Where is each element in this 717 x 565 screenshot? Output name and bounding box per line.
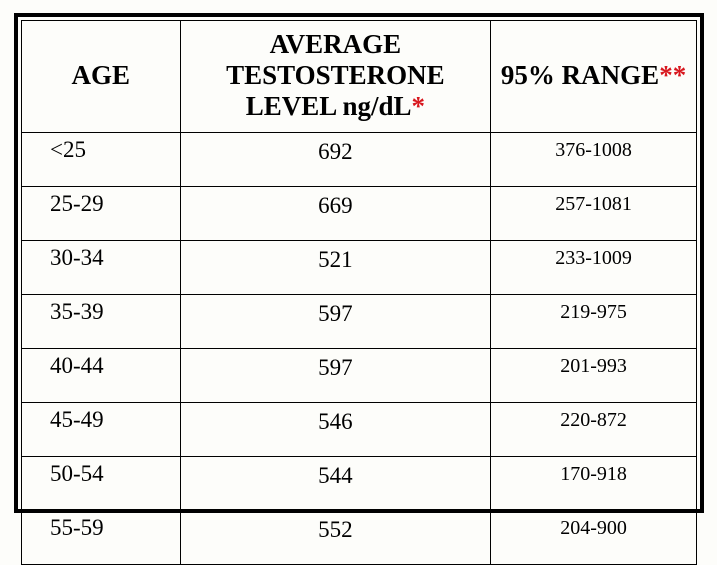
table-header-row: AGE AVERAGE TESTOSTERONE LEVEL ng/dL* 95…: [22, 21, 697, 133]
cell-avg: 521: [180, 241, 491, 295]
col-header-range-asterisk: **: [659, 60, 686, 90]
cell-age: 35-39: [22, 295, 181, 349]
table-row: 35-39 597 219-975: [22, 295, 697, 349]
table-row: 50-54 544 170-918: [22, 457, 697, 511]
col-header-age: AGE: [22, 21, 181, 133]
table-row: 30-34 521 233-1009: [22, 241, 697, 295]
col-header-avg-asterisk: *: [412, 91, 426, 121]
table-body: <25 692 376-1008 25-29 669 257-1081 30-3…: [22, 133, 697, 565]
cell-avg: 544: [180, 457, 491, 511]
cell-avg: 552: [180, 511, 491, 565]
cell-age: 30-34: [22, 241, 181, 295]
col-header-range-label: 95% RANGE: [501, 60, 659, 90]
table-row: 25-29 669 257-1081: [22, 187, 697, 241]
col-header-range: 95% RANGE**: [491, 21, 697, 133]
cell-avg: 597: [180, 295, 491, 349]
cell-range: 257-1081: [491, 187, 697, 241]
cell-age: 25-29: [22, 187, 181, 241]
cell-age: 45-49: [22, 403, 181, 457]
cell-range: 220-872: [491, 403, 697, 457]
cell-range: 201-993: [491, 349, 697, 403]
cell-avg: 669: [180, 187, 491, 241]
col-header-age-label: AGE: [72, 60, 131, 90]
cell-range: 170-918: [491, 457, 697, 511]
cell-range: 376-1008: [491, 133, 697, 187]
cell-avg: 692: [180, 133, 491, 187]
table-row: 45-49 546 220-872: [22, 403, 697, 457]
cell-avg: 546: [180, 403, 491, 457]
table-row: <25 692 376-1008: [22, 133, 697, 187]
cell-range: 233-1009: [491, 241, 697, 295]
cell-age: 40-44: [22, 349, 181, 403]
cell-age: 55-59: [22, 511, 181, 565]
table-row: 55-59 552 204-900: [22, 511, 697, 565]
cell-range: 219-975: [491, 295, 697, 349]
table-frame: AGE AVERAGE TESTOSTERONE LEVEL ng/dL* 95…: [14, 13, 704, 513]
cell-age: <25: [22, 133, 181, 187]
col-header-avg: AVERAGE TESTOSTERONE LEVEL ng/dL*: [180, 21, 491, 133]
table-row: 40-44 597 201-993: [22, 349, 697, 403]
cell-avg: 597: [180, 349, 491, 403]
testosterone-table: AGE AVERAGE TESTOSTERONE LEVEL ng/dL* 95…: [21, 20, 697, 565]
cell-range: 204-900: [491, 511, 697, 565]
cell-age: 50-54: [22, 457, 181, 511]
